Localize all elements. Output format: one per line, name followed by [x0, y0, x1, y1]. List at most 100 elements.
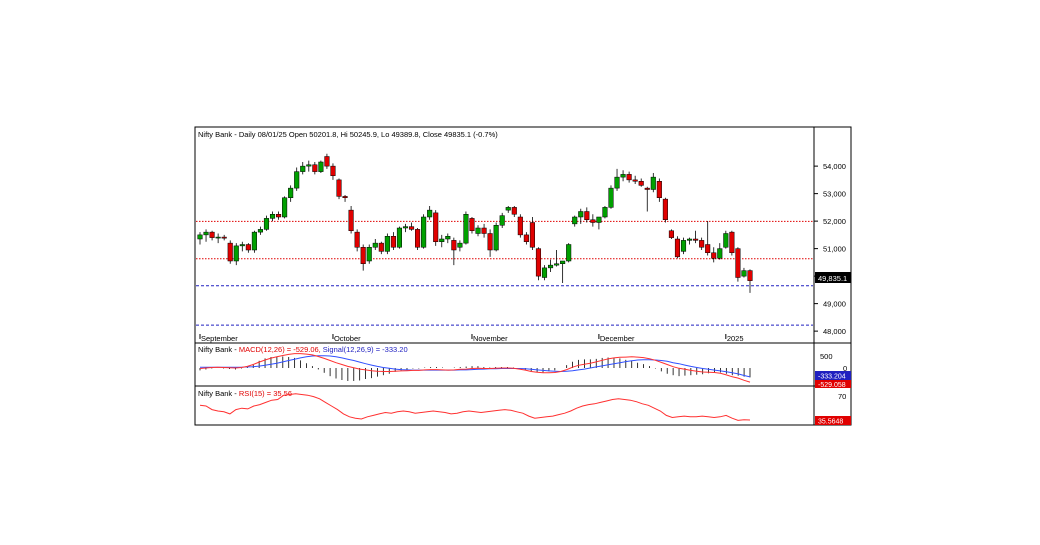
candle-down	[451, 237, 457, 266]
candle-body	[717, 248, 723, 259]
candle-up	[251, 230, 257, 253]
candle-body	[638, 181, 644, 186]
candle-body	[306, 164, 312, 167]
candle-body	[227, 242, 233, 262]
candle-up	[306, 160, 312, 172]
candle-down	[711, 247, 717, 263]
rsi-panel-title: Nifty Bank - RSI(15) = 35.56	[198, 389, 292, 398]
candle-body	[378, 242, 384, 252]
candle-up	[620, 170, 626, 182]
month-label: October	[334, 334, 361, 343]
candle-down	[336, 178, 342, 200]
price-tick-label: 49,000	[823, 300, 846, 309]
candle-down	[342, 195, 348, 202]
price-panel-title: Nifty Bank - Daily 08/01/25 Open 50201.8…	[198, 130, 498, 139]
candle-up	[578, 208, 584, 224]
candle-body	[590, 219, 596, 223]
macd-panel-title: Nifty Bank - MACD(12,26) = -529.06, Signa…	[198, 345, 408, 354]
candle-body	[312, 164, 318, 172]
chart-frame	[194, 126, 852, 426]
candle-body	[668, 230, 674, 238]
candle-up	[439, 234, 445, 248]
candle-body	[318, 161, 324, 172]
candle-body	[693, 238, 699, 241]
candle-body	[282, 197, 288, 218]
candle-body	[390, 236, 396, 248]
candle-down	[330, 163, 336, 180]
candle-body	[608, 187, 614, 208]
signal-value-tag-text: -333.204	[818, 374, 846, 381]
candle-body	[523, 234, 529, 242]
rsi-prefix: Nifty Bank -	[198, 389, 239, 398]
candle-down	[693, 230, 699, 244]
candle-up	[614, 168, 620, 191]
macd-series	[199, 353, 751, 383]
candle-up	[372, 239, 378, 250]
candle-down	[638, 178, 644, 187]
rsi-tick-70: 70	[838, 392, 846, 401]
candle-down	[348, 206, 354, 234]
candle-up	[421, 214, 427, 249]
candle-body	[415, 229, 421, 248]
candle-up	[547, 259, 554, 272]
candle-up	[288, 185, 294, 202]
candle-down	[735, 247, 741, 282]
candle-down	[656, 178, 662, 202]
price-horizontal-levels	[196, 220, 813, 326]
candle-up	[596, 216, 602, 230]
candle-down	[433, 210, 439, 246]
candle-body	[257, 229, 263, 233]
candle-up	[572, 215, 578, 227]
macd-value-tag: -529.058	[815, 380, 851, 389]
signal-value-tag: -333.204	[815, 371, 851, 381]
candle-up	[366, 244, 372, 264]
candle-body	[354, 231, 360, 248]
candle-body	[239, 244, 245, 247]
candle-down	[590, 214, 596, 227]
candle-up	[723, 230, 729, 249]
rsi-label: RSI(15) = 35.56	[239, 389, 292, 398]
candle-body	[433, 212, 439, 242]
last-price-tag-bg	[815, 272, 851, 283]
candle-body	[475, 227, 481, 234]
candle-body	[439, 238, 445, 242]
candle-up	[687, 237, 693, 245]
candle-down	[276, 211, 282, 220]
candle-body	[427, 209, 433, 218]
candle-body	[723, 233, 729, 248]
candle-up	[493, 222, 499, 252]
signal-label: Signal(12,26,9) = -333.20	[323, 345, 408, 354]
candle-body	[511, 207, 517, 215]
candle-body	[680, 240, 687, 252]
macd-tick-0: 0	[843, 364, 847, 373]
candle-body	[233, 245, 239, 262]
candle-body	[620, 174, 626, 178]
candle-body	[348, 209, 354, 231]
rsi-line	[199, 393, 751, 421]
candle-down	[668, 229, 674, 239]
macd-tick-500: 500	[820, 352, 833, 361]
candle-body	[342, 196, 348, 198]
candle-up	[402, 223, 409, 233]
candle-down	[209, 230, 215, 241]
candle-body	[396, 227, 403, 248]
candle-down	[408, 222, 415, 231]
candle-up	[300, 162, 306, 175]
candle-body	[547, 264, 554, 269]
candle-body	[336, 179, 342, 197]
candle-body	[741, 270, 747, 277]
candle-body	[366, 247, 372, 262]
price-tick-label: 51,000	[823, 245, 846, 254]
month-axis: September October November December 2025	[199, 334, 744, 343]
candle-up	[463, 211, 469, 245]
signal-value-tag-bg	[815, 371, 851, 380]
candle-body	[384, 236, 390, 252]
candle-up	[396, 226, 403, 249]
candle-down	[747, 269, 753, 293]
month-label: 2025	[727, 334, 744, 343]
candle-body	[529, 222, 535, 248]
candle-down	[662, 197, 668, 223]
candle-up	[269, 211, 276, 222]
candle-up	[282, 196, 288, 219]
